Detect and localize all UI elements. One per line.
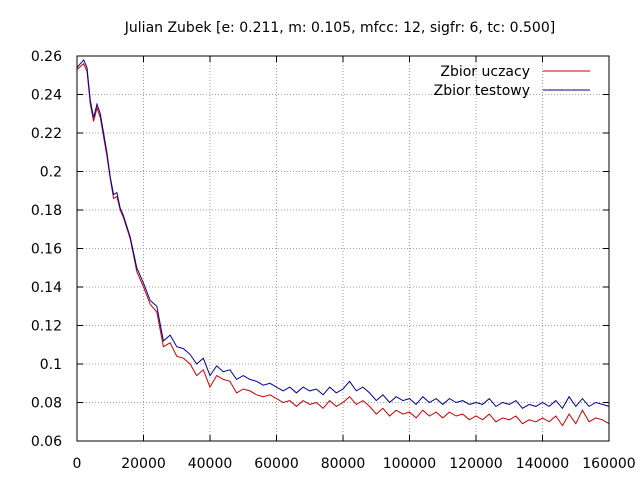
series-line-1	[76, 62, 610, 427]
x-tick-label: 60000	[254, 456, 299, 472]
legend-label-2: Zbior testowy	[434, 83, 530, 99]
legend: Zbior uczacy Zbior testowy	[434, 64, 590, 99]
y-tick-label: 0.12	[31, 319, 62, 335]
x-tick-label: 120000	[449, 456, 502, 472]
y-tick-label: 0.2	[40, 165, 62, 181]
x-tick-label: 0	[73, 456, 82, 472]
y-tick-label: 0.18	[31, 203, 62, 219]
x-tick-label: 40000	[188, 456, 233, 472]
y-tick-label: 0.1	[40, 357, 62, 373]
x-tick-label: 100000	[383, 456, 436, 472]
y-tick-label: 0.14	[31, 280, 62, 296]
series-group	[76, 58, 610, 427]
axis-ticks: 0 20000 40000 60000 80000 100000 120000 140000 1…	[31, 49, 636, 472]
legend-label-1: Zbior uczacy	[440, 64, 530, 80]
chart-title: Julian Zubek [e: 0.211, m: 0.105, mfcc: …	[124, 20, 555, 36]
y-tick-label: 0.24	[31, 88, 62, 104]
x-tick-label: 140000	[516, 456, 569, 472]
series-line-2	[76, 58, 610, 410]
grid-lines	[77, 56, 609, 441]
x-tick-label: 20000	[121, 456, 166, 472]
y-tick-label: 0.22	[31, 126, 62, 142]
y-tick-label: 0.16	[31, 242, 62, 258]
y-tick-label: 0.06	[31, 434, 62, 450]
y-tick-label: 0.08	[31, 396, 62, 412]
y-tick-label: 0.26	[31, 49, 62, 65]
x-tick-label: 80000	[321, 456, 366, 472]
x-tick-label: 160000	[582, 456, 635, 472]
